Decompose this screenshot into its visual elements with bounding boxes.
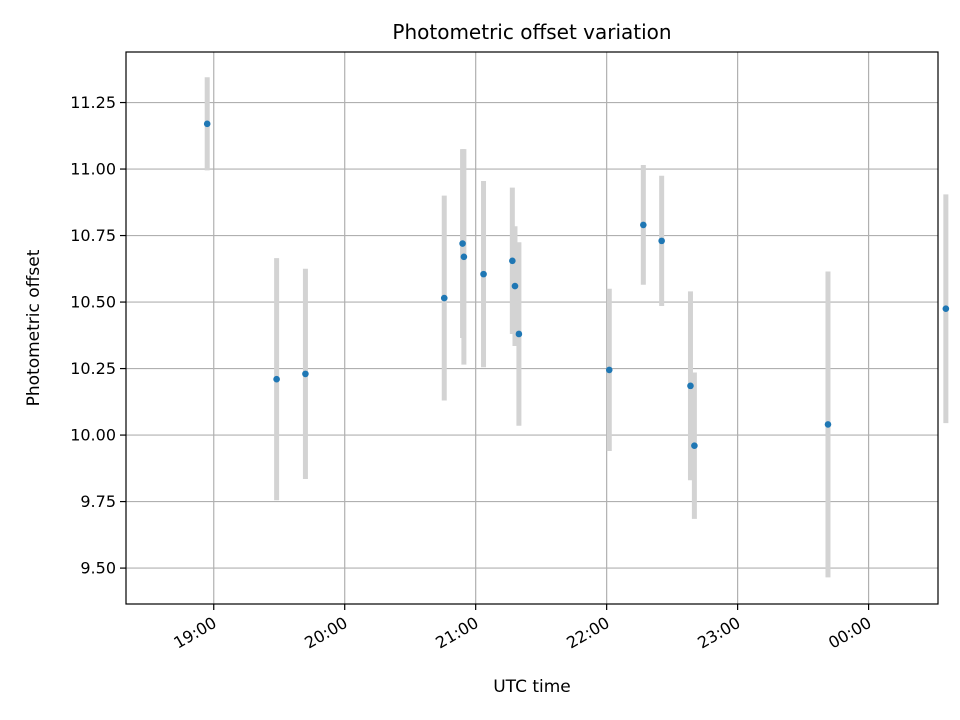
data-point bbox=[273, 375, 280, 383]
y-tick-label: 10.25 bbox=[70, 359, 116, 378]
y-tick-label: 9.50 bbox=[80, 559, 116, 578]
y-axis-label: Photometric offset bbox=[24, 249, 44, 406]
x-axis-label: UTC time bbox=[493, 677, 571, 697]
data-point bbox=[691, 442, 698, 450]
y-tick-label: 10.75 bbox=[70, 226, 116, 245]
data-point bbox=[459, 240, 466, 247]
data-point bbox=[302, 370, 309, 378]
data-point bbox=[640, 221, 647, 229]
data-point bbox=[942, 305, 950, 313]
data-point bbox=[687, 382, 694, 390]
y-axis-ticks: 9.50 9.75 10.00 10.25 10.50 10.75 11.00 11.25 bbox=[70, 93, 126, 578]
y-tick-label: 11.00 bbox=[70, 160, 116, 179]
chart-title: Photometric offset variation bbox=[392, 20, 671, 44]
y-tick-label: 11.25 bbox=[70, 93, 116, 112]
data-point bbox=[480, 270, 487, 278]
data-points bbox=[203, 120, 950, 450]
y-tick-label: 9.75 bbox=[80, 492, 116, 511]
data-point bbox=[440, 294, 448, 302]
data-point bbox=[511, 282, 519, 290]
data-point bbox=[515, 330, 523, 338]
plot-area bbox=[126, 52, 938, 604]
data-point bbox=[824, 421, 832, 428]
data-point bbox=[203, 120, 211, 128]
plot-frame bbox=[125, 51, 939, 605]
data-point bbox=[509, 257, 516, 265]
y-tick-label: 10.00 bbox=[70, 426, 116, 445]
grid bbox=[126, 52, 938, 604]
data-point bbox=[658, 237, 665, 245]
data-point bbox=[460, 253, 468, 261]
y-tick-label: 10.50 bbox=[70, 293, 116, 312]
data-point bbox=[605, 366, 613, 374]
